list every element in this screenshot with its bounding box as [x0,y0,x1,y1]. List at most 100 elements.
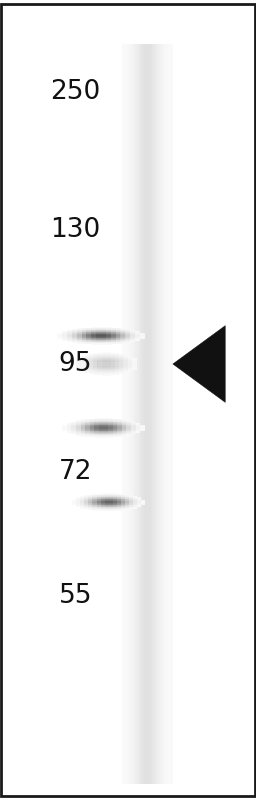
Bar [120,334,125,336]
Bar [102,355,106,357]
Bar [101,498,105,499]
Bar [92,505,97,506]
Bar [106,330,111,331]
Bar [97,502,101,504]
Bar [133,498,137,500]
Bar [93,356,98,358]
Bar [82,342,87,344]
Bar [94,418,99,420]
Bar [98,359,102,361]
Bar [130,332,135,334]
Bar [96,343,101,345]
Bar [133,498,137,499]
Bar [108,426,113,428]
Bar [113,495,117,497]
Bar [108,431,113,433]
Bar [115,354,119,356]
Bar [76,421,81,422]
Bar [103,433,108,434]
Bar [126,429,131,430]
Bar [108,427,113,428]
Bar [82,336,87,338]
Bar [110,372,115,374]
Bar [119,366,124,367]
Bar [125,336,130,338]
Bar [92,504,97,506]
Bar [57,337,62,338]
Bar [108,419,113,421]
Bar [113,496,117,498]
Bar [105,508,109,510]
Bar [111,339,116,340]
Bar [109,496,113,498]
Bar [126,428,131,429]
Bar [125,339,130,341]
Bar [72,342,77,343]
Bar [131,433,136,434]
Bar [90,421,95,422]
Bar [106,331,111,333]
Bar [87,331,92,333]
Bar [101,502,105,504]
Bar [131,423,136,425]
Bar [123,358,128,359]
Bar [102,353,106,354]
Bar [125,499,129,501]
Bar [132,361,136,362]
Bar [110,365,115,366]
Bar [113,428,118,430]
Bar [110,362,115,363]
Bar [108,434,113,435]
Bar [137,498,141,499]
Bar [94,434,99,435]
Bar [97,505,101,506]
Bar [84,358,89,360]
Bar [117,425,122,426]
Bar [76,364,81,366]
Bar [72,332,77,333]
Bar [97,507,101,509]
Bar [67,340,72,342]
Bar [144,44,146,784]
Bar [122,422,127,424]
Bar [117,502,121,504]
Bar [99,423,104,425]
Bar [67,339,72,340]
Bar [109,502,113,503]
Bar [111,336,116,338]
Bar [62,429,67,430]
Bar [129,499,133,501]
Bar [96,342,101,344]
Bar [111,330,116,331]
Bar [110,358,115,360]
Bar [113,426,118,428]
Bar [125,332,130,334]
Bar [91,338,97,339]
Bar [140,428,145,429]
Bar [115,332,121,334]
Bar [87,338,92,339]
Bar [113,435,118,437]
Bar [98,355,102,357]
Bar [80,364,85,366]
Bar [103,432,108,434]
Bar [135,331,140,333]
Bar [92,494,97,495]
Bar [133,504,137,506]
Bar [77,342,82,343]
Bar [132,367,136,369]
Bar [88,507,93,509]
Bar [113,436,118,438]
Bar [123,365,128,366]
Bar [125,506,129,508]
Bar [113,497,117,498]
Bar [81,435,86,437]
Bar [117,499,121,501]
Bar [101,343,106,344]
Bar [84,508,89,510]
Bar [141,501,145,502]
Bar [132,366,136,367]
Bar [106,367,111,369]
Bar [129,504,133,506]
Bar [90,422,95,424]
